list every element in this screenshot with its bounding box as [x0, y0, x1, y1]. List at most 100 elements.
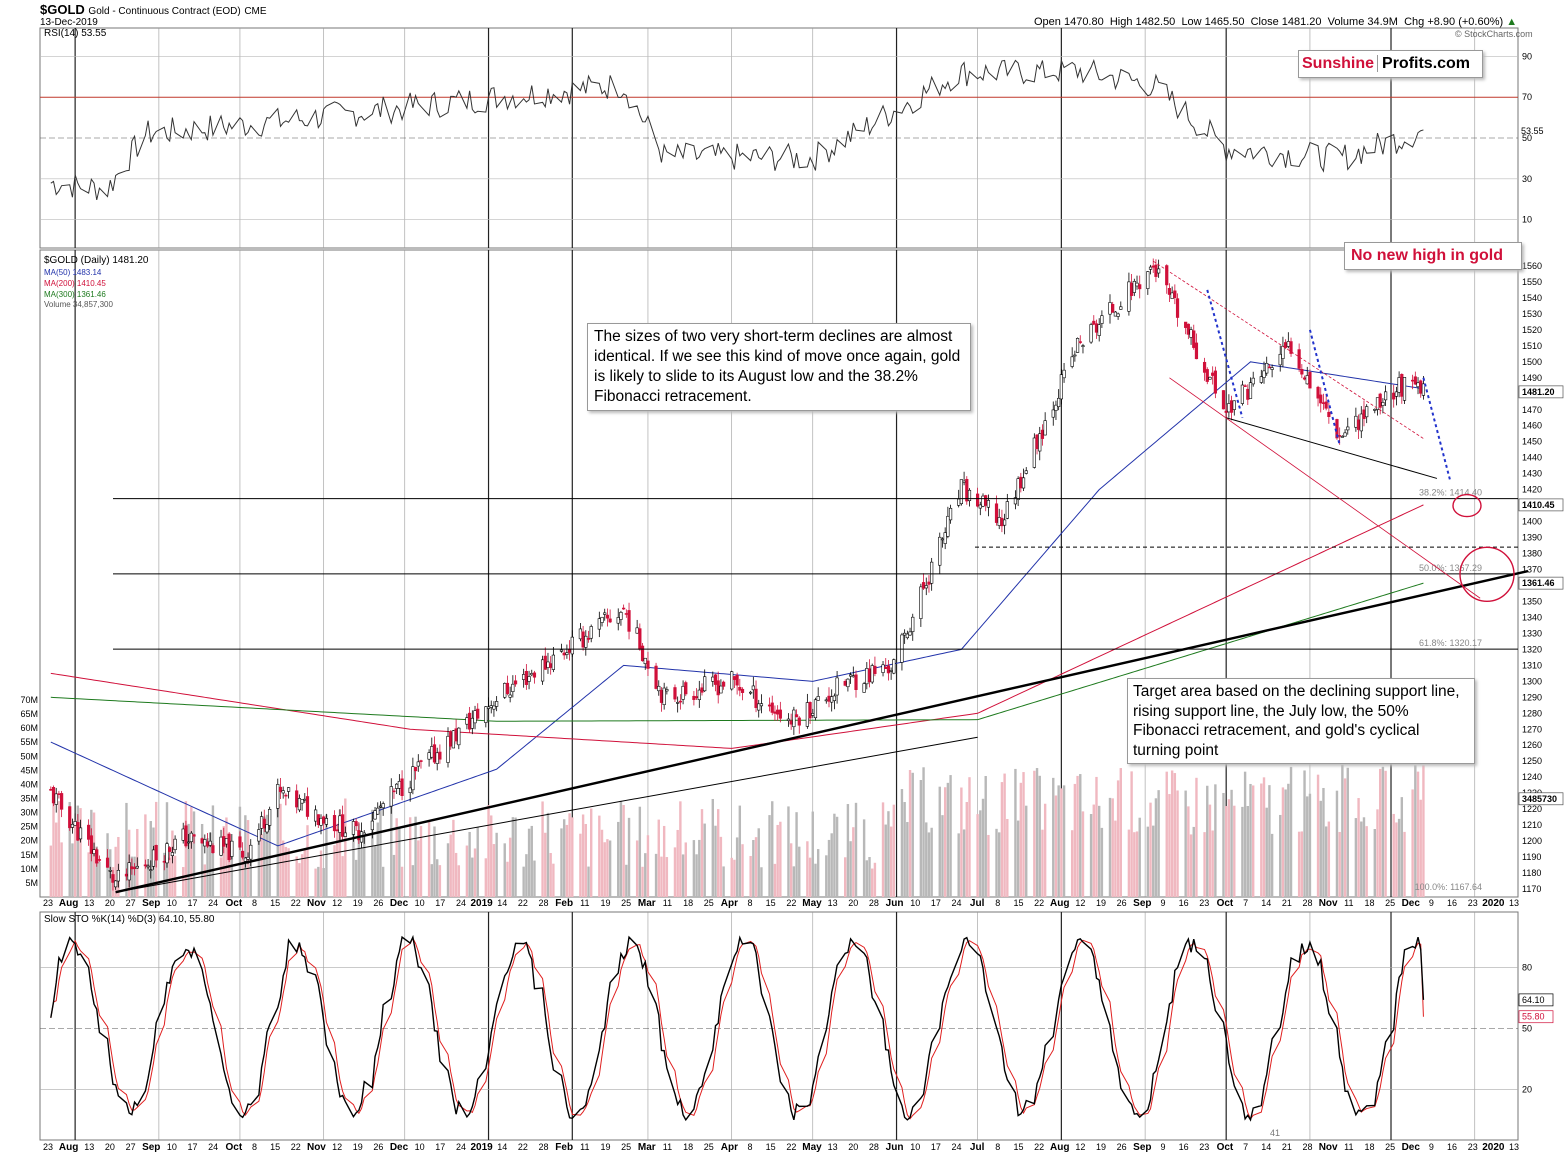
- volume-bar: [1270, 833, 1274, 897]
- x-axis-date-label: 27: [126, 898, 136, 908]
- candle-body: [524, 670, 528, 685]
- volume-bar: [960, 787, 963, 897]
- candle-body: [1384, 391, 1388, 401]
- candle-body: [1151, 265, 1155, 268]
- stoch-value-badge-text: 55.80: [1522, 1012, 1545, 1022]
- volume-bar: [371, 809, 374, 897]
- x-axis-date-label: 11: [1344, 1142, 1353, 1152]
- candle-body: [1132, 281, 1136, 293]
- price-tick-label: 1330: [1522, 628, 1542, 638]
- price-tick-label: 1300: [1522, 676, 1542, 686]
- candle-body: [616, 617, 620, 624]
- volume-bar: [303, 849, 306, 897]
- x-axis-date-label: 8: [995, 898, 1000, 908]
- stoch-value-badge-text: 64.10: [1522, 995, 1545, 1005]
- candle-body: [395, 783, 399, 789]
- volume-bar: [825, 855, 828, 897]
- volume-bar: [625, 864, 628, 897]
- candle-body: [700, 687, 704, 693]
- candle-body: [919, 586, 923, 619]
- volume-bar: [608, 840, 612, 897]
- volume-bar: [1373, 828, 1376, 897]
- volume-bar: [714, 825, 717, 897]
- volume-bar: [1252, 785, 1255, 897]
- volume-tick-label: 35M: [20, 794, 38, 804]
- volume-bar: [1403, 831, 1406, 897]
- legend-volume: Volume 34,857,300: [44, 300, 113, 309]
- volume-bar: [941, 815, 944, 897]
- volume-bar: [1208, 804, 1212, 897]
- volume-tick-label: 55M: [20, 737, 38, 747]
- x-axis-date-label: 10: [415, 1142, 425, 1152]
- candle-body: [1251, 377, 1255, 385]
- candle-body: [584, 635, 588, 648]
- stockcharts-credit: © StockCharts.com: [1455, 29, 1533, 39]
- volume-bar: [506, 861, 509, 897]
- candle-body: [794, 714, 799, 718]
- x-axis-date-label: Oct: [1217, 898, 1234, 909]
- volume-bar: [922, 767, 925, 897]
- candle-body: [449, 732, 453, 747]
- fibonacci-level-label: 50.0%: 1367.29: [1419, 563, 1482, 573]
- volume-bar: [1378, 768, 1382, 897]
- candle-body: [295, 790, 299, 808]
- candle-body: [559, 649, 564, 652]
- candle-body: [886, 665, 891, 674]
- x-axis-date-label: 2019: [470, 898, 493, 909]
- volume-bar: [811, 811, 814, 897]
- candle-body: [1402, 377, 1407, 401]
- x-axis-date-label: Mar: [638, 898, 656, 909]
- volume-bar: [1057, 785, 1060, 897]
- candle-body: [905, 633, 909, 639]
- candle-body: [981, 495, 985, 507]
- candle-body: [281, 790, 285, 794]
- volume-bar: [417, 840, 420, 897]
- x-axis-date-label: 25: [704, 1142, 714, 1152]
- volume-bar: [646, 835, 650, 897]
- candle-body: [116, 869, 120, 882]
- candle-body: [1021, 477, 1026, 489]
- x-axis-date-label: 15: [270, 898, 280, 908]
- volume-bar: [71, 843, 74, 897]
- x-axis-date-label: 25: [1385, 898, 1395, 908]
- candle-body: [1338, 435, 1342, 437]
- volume-bar: [1214, 784, 1217, 897]
- volume-bar: [703, 823, 706, 897]
- candle-body: [732, 676, 737, 680]
- volume-bar: [1392, 813, 1395, 897]
- candle-body: [824, 699, 828, 702]
- candle-body: [600, 616, 604, 623]
- candle-body: [735, 674, 739, 686]
- red-trend-line: [1169, 377, 1481, 599]
- volume-bar: [692, 840, 696, 897]
- candle-body: [343, 832, 347, 837]
- volume-bar: [398, 826, 401, 897]
- secondary-support-line: [115, 736, 978, 893]
- target-circle-large: [1459, 546, 1515, 602]
- volume-bar: [998, 832, 1001, 897]
- candle-body: [846, 678, 850, 688]
- candle-body: [495, 701, 499, 707]
- candle-body: [505, 682, 510, 694]
- candle-body: [1186, 323, 1190, 335]
- candle-body: [268, 808, 272, 826]
- x-axis-date-label: 19: [353, 898, 363, 908]
- candle-body: [378, 805, 383, 808]
- volume-bar: [1081, 811, 1085, 897]
- x-axis-date-label: 17: [188, 1142, 198, 1152]
- candle-body: [673, 687, 677, 700]
- candle-body: [513, 680, 518, 685]
- x-axis-date-label: 24: [456, 1142, 466, 1152]
- volume-bar: [419, 825, 423, 897]
- volume-bar: [768, 815, 771, 897]
- volume-bar: [465, 845, 469, 897]
- x-axis-date-label: 11: [580, 1142, 589, 1152]
- x-axis-date-label: 23: [1468, 1142, 1478, 1152]
- x-axis-date-label: 16: [1447, 1142, 1457, 1152]
- candle-body: [278, 786, 283, 792]
- x-axis-date-label: 13: [84, 1142, 94, 1152]
- x-axis-date-label: Dec: [390, 1142, 409, 1153]
- candle-body: [967, 489, 972, 501]
- candle-body: [867, 668, 872, 683]
- candle-body: [711, 676, 715, 682]
